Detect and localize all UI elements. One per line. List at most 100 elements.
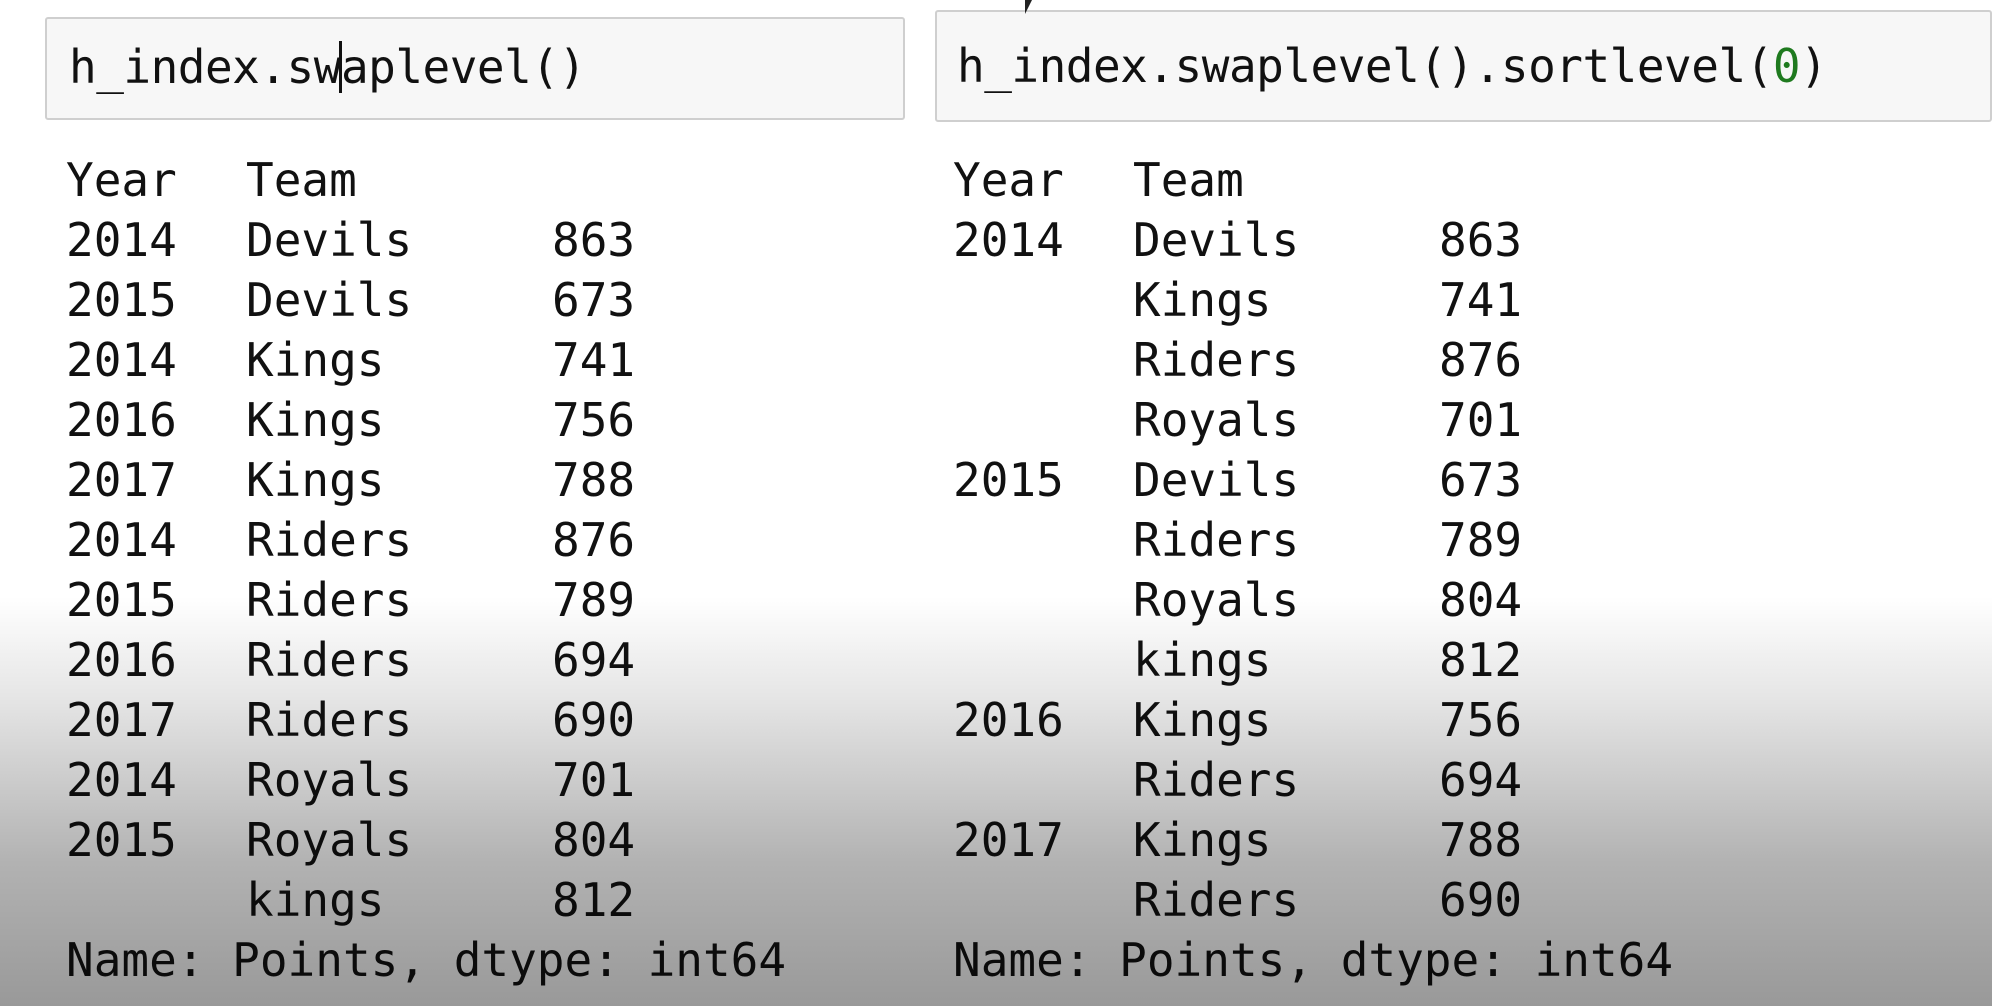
row-value: 789 xyxy=(552,573,636,627)
row-team: Kings xyxy=(246,333,385,387)
row-value: 789 xyxy=(1439,513,1523,567)
row-year: 2014 xyxy=(66,213,177,267)
output-row: 2014 Kings 741 xyxy=(66,330,786,390)
code-before-caret: h_index.sw xyxy=(69,40,341,95)
output-row: 2016 Riders 694 xyxy=(66,630,786,690)
row-team: Devils xyxy=(1133,453,1300,507)
row-team: Royals xyxy=(1133,393,1300,447)
output-row: 2015 Royals 804 xyxy=(66,810,786,870)
row-team: Riders xyxy=(246,693,413,747)
row-value: 741 xyxy=(1439,273,1523,327)
row-team: Devils xyxy=(1133,213,1300,267)
row-year xyxy=(953,570,1133,630)
row-value: 673 xyxy=(552,273,636,327)
row-year: 2014 xyxy=(66,513,177,567)
row-year: 2016 xyxy=(66,393,177,447)
row-year xyxy=(953,510,1133,570)
output-row: 2015 Devils 673 xyxy=(66,270,786,330)
output-row: Riders 789 xyxy=(953,510,1673,570)
output-row: Riders 690 xyxy=(953,870,1673,930)
code-cell-swaplevel[interactable]: h_index.swaplevel() xyxy=(45,17,905,120)
row-value: 876 xyxy=(552,513,636,567)
row-value: 756 xyxy=(1439,693,1523,747)
row-value: 863 xyxy=(1439,213,1523,267)
code-prefix: h_index.swaplevel().sortlevel( xyxy=(957,39,1773,93)
row-team: Royals xyxy=(1133,573,1300,627)
row-value: 690 xyxy=(552,693,636,747)
row-team: Riders xyxy=(1133,873,1300,927)
row-team: Royals xyxy=(246,753,413,807)
row-year: 2015 xyxy=(66,273,177,327)
row-year: 2014 xyxy=(66,753,177,807)
output-row: 2014 Riders 876 xyxy=(66,510,786,570)
row-value: 788 xyxy=(552,453,636,507)
row-value: 690 xyxy=(1439,873,1523,927)
code-cell-swaplevel-sortlevel[interactable]: h_index.swaplevel().sortlevel(0) xyxy=(935,10,1992,122)
row-team: Riders xyxy=(1133,333,1300,387)
output-footer: Name: Points, dtype: int64 xyxy=(953,930,1673,990)
row-value: 701 xyxy=(1439,393,1523,447)
row-team: Devils xyxy=(246,213,413,267)
output-row: 2016 Kings 756 xyxy=(953,690,1673,750)
output-row: 2014 Royals 701 xyxy=(66,750,786,810)
output-footer: Name: Points, dtype: int64 xyxy=(66,930,786,990)
output-row: kings 812 xyxy=(953,630,1673,690)
row-team: Royals xyxy=(246,813,413,867)
row-year xyxy=(953,330,1133,390)
header-team: Team xyxy=(1133,153,1244,207)
row-team: Riders xyxy=(1133,753,1300,807)
row-team: Kings xyxy=(1133,273,1272,327)
code-suffix: ) xyxy=(1800,39,1828,93)
row-year xyxy=(953,750,1133,810)
output-row: 2015 Riders 789 xyxy=(66,570,786,630)
row-year xyxy=(953,390,1133,450)
output-area: Year Team 2014 Devils 863 2015 Devils 673 20… xyxy=(66,150,786,990)
row-team: Kings xyxy=(1133,813,1272,867)
row-year: 2017 xyxy=(66,453,177,507)
right-notebook-panel: h_index.swaplevel().sortlevel(0) Year Te… xyxy=(931,0,1992,1006)
output-row: 2014 Devils 863 xyxy=(953,210,1673,270)
row-year xyxy=(953,630,1133,690)
row-value: 804 xyxy=(1439,573,1523,627)
row-team: Riders xyxy=(1133,513,1300,567)
output-row: 2017 Riders 690 xyxy=(66,690,786,750)
header-team: Team xyxy=(246,153,357,207)
row-team: Kings xyxy=(246,393,385,447)
row-year xyxy=(953,270,1133,330)
row-team: kings xyxy=(1133,633,1272,687)
output-row: Riders 694 xyxy=(953,750,1673,810)
row-team: Devils xyxy=(246,273,413,327)
row-value: 863 xyxy=(552,213,636,267)
output-row: Royals 701 xyxy=(953,390,1673,450)
row-team: Kings xyxy=(246,453,385,507)
output-row: kings 812 xyxy=(66,870,786,930)
output-row: 2017 Kings 788 xyxy=(66,450,786,510)
row-year: 2016 xyxy=(953,693,1064,747)
header-year: Year xyxy=(66,153,177,207)
row-year xyxy=(66,870,246,930)
output-row: 2015 Devils 673 xyxy=(953,450,1673,510)
row-value: 788 xyxy=(1439,813,1523,867)
left-notebook-panel: h_index.swaplevel() Year Team 2014 Devils… xyxy=(0,0,905,1006)
output-row: Riders 876 xyxy=(953,330,1673,390)
output-row: 2014 Devils 863 xyxy=(66,210,786,270)
output-row: 2016 Kings 756 xyxy=(66,390,786,450)
row-year: 2017 xyxy=(66,693,177,747)
output-header: Year Team xyxy=(66,150,786,210)
row-team: Riders xyxy=(246,513,413,567)
row-year: 2015 xyxy=(953,453,1064,507)
row-value: 756 xyxy=(552,393,636,447)
series-info: Name: Points, dtype: int64 xyxy=(953,933,1674,987)
row-year: 2015 xyxy=(66,573,177,627)
row-year: 2014 xyxy=(953,213,1064,267)
row-year: 2017 xyxy=(953,813,1064,867)
row-team: Kings xyxy=(1133,693,1272,747)
row-team: kings xyxy=(246,873,385,927)
row-year: 2014 xyxy=(66,333,177,387)
code-after-caret: aplevel() xyxy=(340,40,586,95)
header-year: Year xyxy=(953,153,1064,207)
row-year: 2016 xyxy=(66,633,177,687)
code-input[interactable]: h_index.swaplevel() xyxy=(47,40,586,97)
row-value: 694 xyxy=(552,633,636,687)
code-input[interactable]: h_index.swaplevel().sortlevel(0) xyxy=(937,39,1828,93)
